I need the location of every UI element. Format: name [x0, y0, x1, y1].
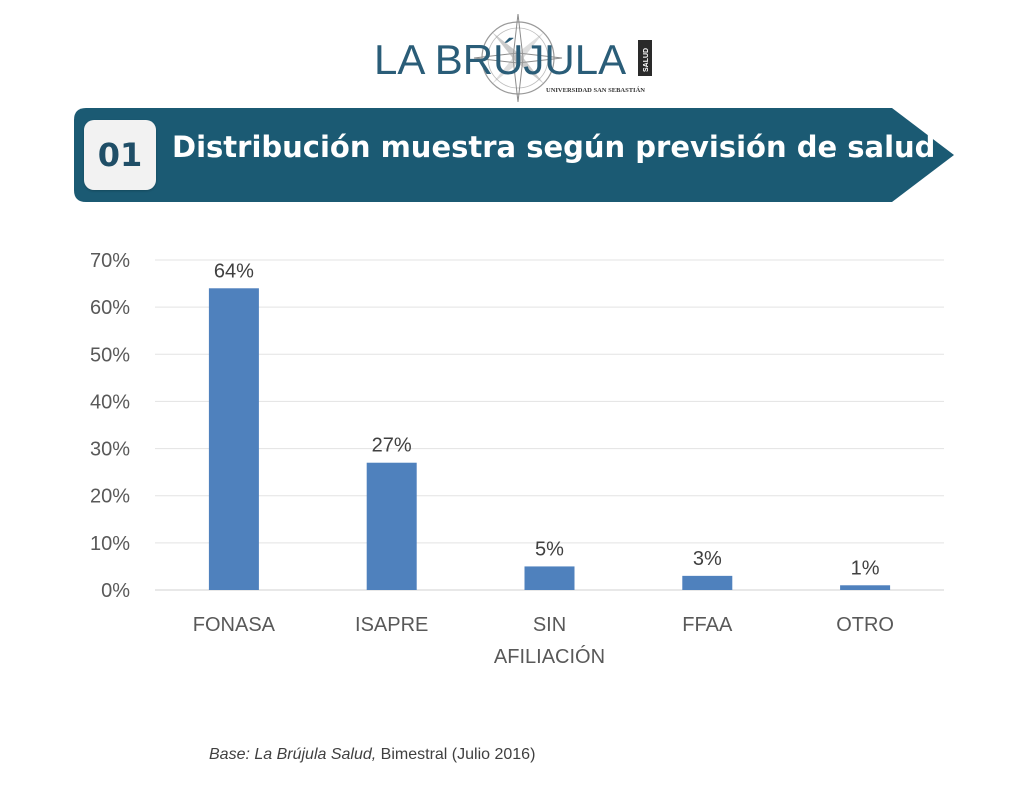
y-axis-ticks: 0% 10% 20% 30% 40% 50% 60% 70%	[90, 250, 130, 602]
banner-arrow-shape	[74, 108, 954, 202]
y-tick-label: 70%	[90, 250, 130, 272]
title-banner	[74, 108, 954, 202]
slide-title: Distribución muestra según previsión de …	[172, 130, 936, 164]
chart-gridlines	[155, 259, 944, 591]
bar-fonasa	[208, 288, 259, 590]
x-category-label: SIN	[533, 614, 566, 636]
bar-sin-afiliaci-n	[524, 566, 575, 590]
data-label: 5%	[535, 538, 564, 560]
bar-isapre	[366, 462, 417, 590]
y-tick-label: 20%	[90, 486, 130, 508]
bar-ffaa	[682, 575, 733, 590]
chart-data-labels: 64% 27% 5% 3% 1%	[214, 260, 880, 579]
la-brujula-logo: LA BRÚJULA UNIVERSIDAD SAN SEBASTIÁN SAL…	[374, 13, 652, 103]
y-tick-label: 30%	[90, 439, 130, 461]
data-label: 1%	[851, 557, 880, 579]
x-category-label: FFAA	[682, 614, 733, 636]
footnote-suffix: Bimestral (Julio 2016)	[376, 746, 536, 763]
y-tick-label: 50%	[90, 344, 130, 366]
bar-chart: 0% 10% 20% 30% 40% 50% 60% 70% 64% 27% 5% 3% 1% FON…	[90, 250, 944, 668]
bar-otro	[840, 585, 891, 590]
logo-sub-text: UNIVERSIDAD SAN SEBASTIÁN	[546, 86, 645, 94]
x-category-label: AFILIACIÓN	[494, 645, 605, 668]
x-category-label: ISAPRE	[355, 614, 428, 636]
x-category-label: OTRO	[836, 614, 894, 636]
chart-bars	[208, 288, 891, 590]
logo-brand-text: LA BRÚJULA	[374, 36, 626, 83]
y-tick-label: 0%	[101, 580, 130, 602]
data-label: 64%	[214, 260, 254, 282]
x-category-label: FONASA	[193, 614, 276, 636]
logo-side-text: SALUD	[643, 48, 650, 72]
footnote-prefix: Base: La Brújula Salud,	[209, 746, 377, 763]
logo-side-block	[638, 40, 652, 76]
section-number: 01	[97, 136, 143, 174]
data-label: 27%	[372, 435, 412, 457]
y-tick-label: 40%	[90, 391, 130, 413]
section-number-badge: 01	[84, 120, 156, 190]
y-tick-label: 10%	[90, 533, 130, 555]
y-tick-label: 60%	[90, 297, 130, 319]
source-footnote: Base: La Brújula Salud, Bimestral (Julio…	[209, 746, 535, 764]
data-label: 3%	[693, 548, 722, 570]
x-axis-categories: FONASA ISAPRE SIN AFILIACIÓN FFAA OTRO	[193, 614, 894, 668]
compass-icon	[473, 13, 563, 103]
